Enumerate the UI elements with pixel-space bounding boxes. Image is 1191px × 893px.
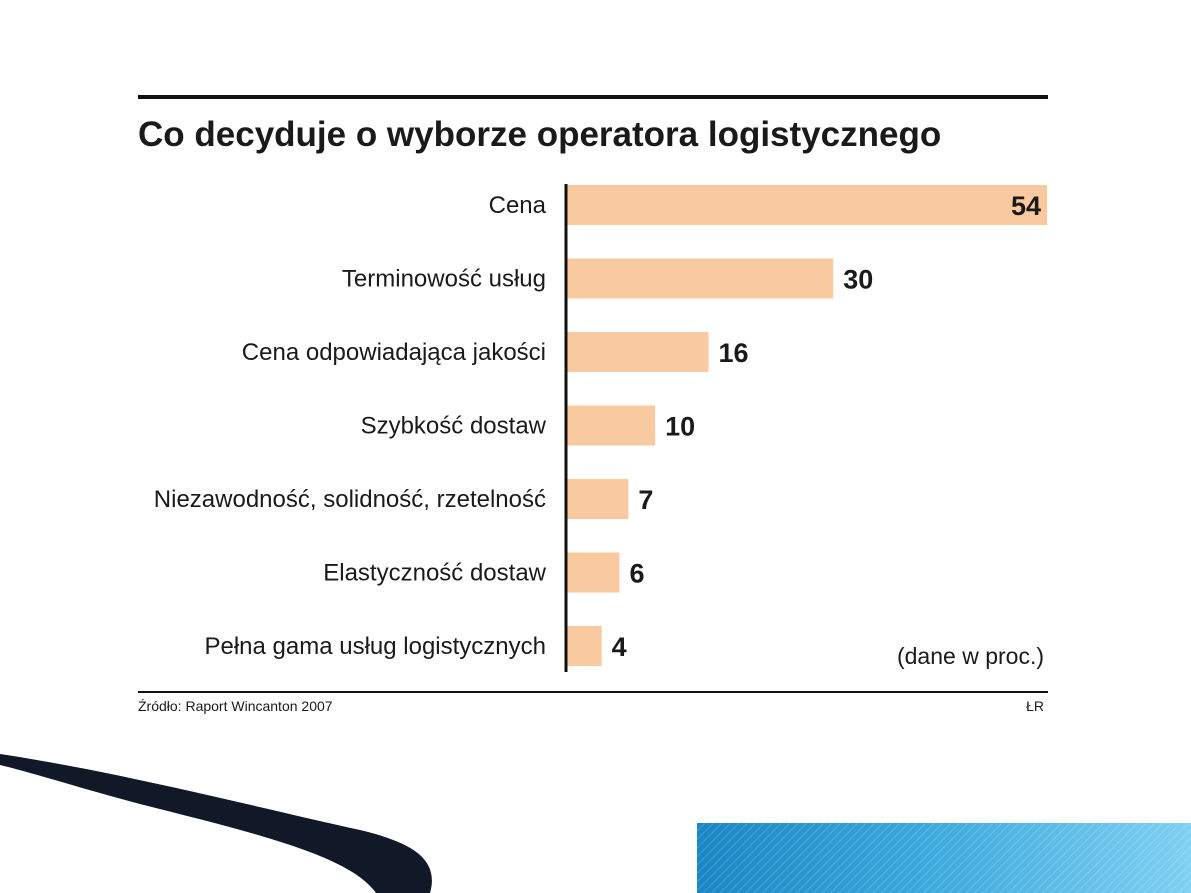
- category-label-5: Elastyczność dostaw: [323, 560, 546, 587]
- bars-group: Cena 54 Terminowość usług 30 Cena odpowiadaj…: [154, 185, 1047, 666]
- decor-swoosh: [0, 754, 432, 893]
- category-label-1: Terminowość usług: [342, 266, 546, 293]
- value-label-5: 6: [629, 559, 644, 589]
- value-label-6: 4: [612, 632, 627, 662]
- value-label-4: 7: [638, 485, 653, 515]
- bar-4: [566, 479, 629, 519]
- category-label-2: Cena odpowiadająca jakości: [242, 339, 546, 366]
- bar-1: [566, 258, 834, 299]
- bar-2: [566, 332, 709, 372]
- chart-title: Co decyduje o wyborze operatora logistyc…: [138, 115, 941, 154]
- category-label-3: Szybkość dostaw: [361, 413, 547, 440]
- bar-0: [566, 185, 1047, 225]
- value-label-1: 30: [843, 265, 873, 295]
- footer-rule: [138, 691, 1048, 693]
- value-label-3: 10: [665, 412, 695, 442]
- value-label-2: 16: [719, 338, 749, 368]
- bar-5: [566, 552, 620, 593]
- bar-3: [566, 405, 656, 446]
- category-label-6: Pełna gama usług logistycznych: [204, 633, 546, 660]
- value-label-0: 54: [1011, 191, 1041, 221]
- title-rule: [138, 95, 1048, 99]
- credit-text: ŁR: [1026, 698, 1044, 714]
- decor-blue-band: [697, 823, 1191, 893]
- category-label-4: Niezawodność, solidność, rzetelność: [154, 486, 546, 513]
- unit-note: (dane w proc.): [897, 643, 1044, 669]
- source-text: Źródło: Raport Wincanton 2007: [138, 698, 333, 714]
- category-label-0: Cena: [489, 192, 547, 219]
- bar-6: [566, 626, 602, 666]
